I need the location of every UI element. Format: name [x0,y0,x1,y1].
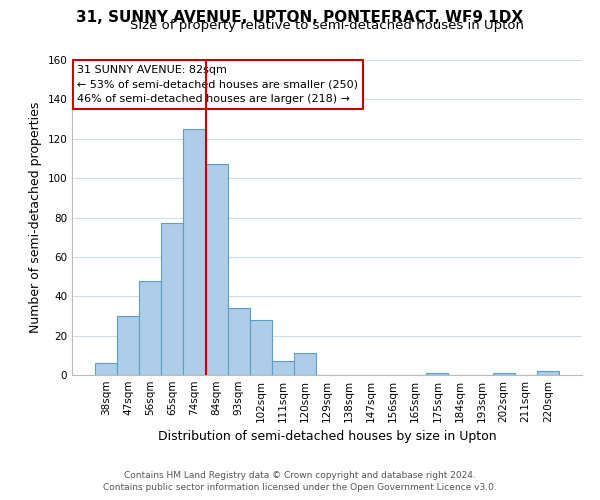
Bar [427,373,448,375]
Bar [537,371,559,375]
Title: Size of property relative to semi-detached houses in Upton: Size of property relative to semi-detach… [130,20,524,32]
Bar [294,354,316,375]
Bar [117,316,139,375]
Text: 31, SUNNY AVENUE, UPTON, PONTEFRACT, WF9 1DX: 31, SUNNY AVENUE, UPTON, PONTEFRACT, WF9… [76,10,524,25]
Bar [184,129,206,375]
X-axis label: Distribution of semi-detached houses by size in Upton: Distribution of semi-detached houses by … [158,430,496,444]
Bar [250,320,272,375]
Bar [493,373,515,375]
Bar [139,280,161,375]
Text: 31 SUNNY AVENUE: 82sqm
← 53% of semi-detached houses are smaller (250)
46% of se: 31 SUNNY AVENUE: 82sqm ← 53% of semi-det… [77,64,358,104]
Bar [227,308,250,375]
Bar [95,363,117,375]
Y-axis label: Number of semi-detached properties: Number of semi-detached properties [29,102,42,333]
Text: Contains HM Land Registry data © Crown copyright and database right 2024.
Contai: Contains HM Land Registry data © Crown c… [103,471,497,492]
Bar [272,361,294,375]
Bar [206,164,227,375]
Bar [161,224,184,375]
